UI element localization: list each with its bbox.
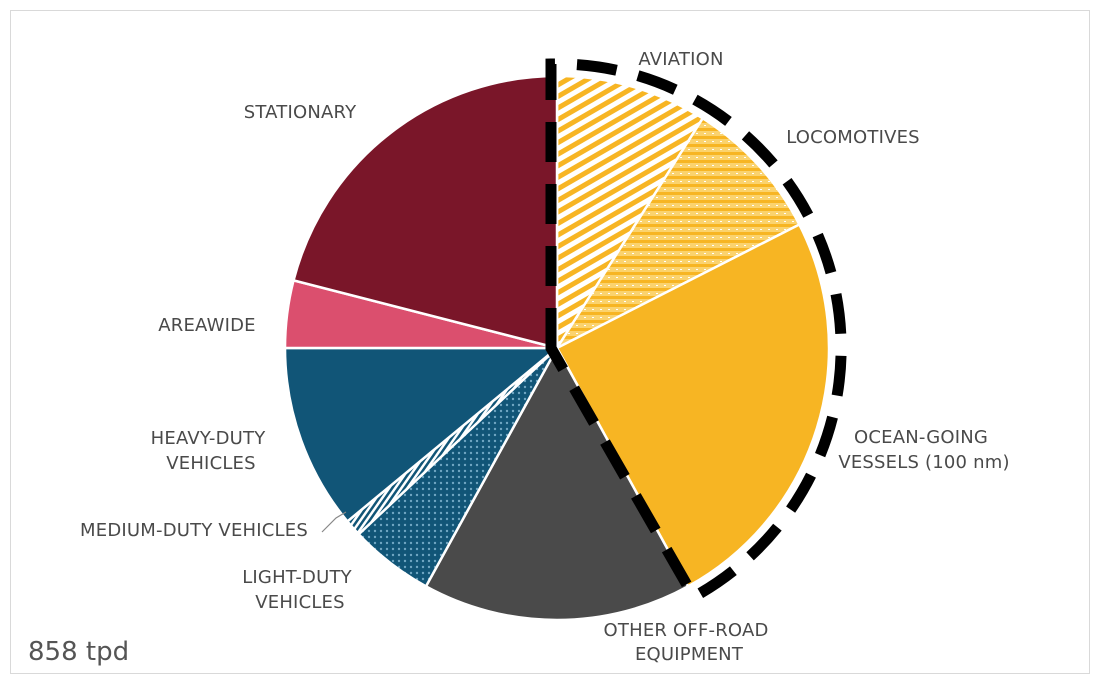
label-light-duty: LIGHT-DUTY VEHICLES — [242, 567, 358, 613]
label-areawide: AREAWIDE — [158, 315, 255, 336]
label-ocean-going-vessels: OCEAN-GOING VESSELS (100 nm) — [838, 427, 1009, 473]
label-stationary: STATIONARY — [244, 102, 357, 123]
label-medium-duty: MEDIUM-DUTY VEHICLES — [80, 520, 308, 541]
pie-slice-locomotives — [553, 116, 802, 352]
label-heavy-duty: HEAVY-DUTY VEHICLES — [151, 428, 272, 474]
pie-slice-aviation — [555, 74, 705, 353]
pie-slice-ocean-going-vessels-100-nm — [555, 222, 831, 589]
medium-duty-leader-line — [321, 511, 347, 533]
highlight-dashed-border — [545, 58, 847, 605]
pie-slices — [283, 74, 831, 622]
total-label: 858 tpd — [28, 637, 129, 667]
slice-labels: AVIATION LOCOMOTIVES OCEAN-GOING VESSELS… — [80, 49, 1009, 665]
pie-slice-other-off-road-equipment — [424, 345, 690, 622]
label-locomotives: LOCOMOTIVES — [786, 127, 920, 148]
highlight-outline — [545, 58, 847, 605]
pie-slice-stationary — [292, 74, 559, 350]
label-other-off-road: OTHER OFF-ROAD EQUIPMENT — [604, 620, 775, 665]
pie-slice-heavy-duty-vehicles — [283, 346, 561, 524]
label-aviation: AVIATION — [638, 49, 723, 70]
